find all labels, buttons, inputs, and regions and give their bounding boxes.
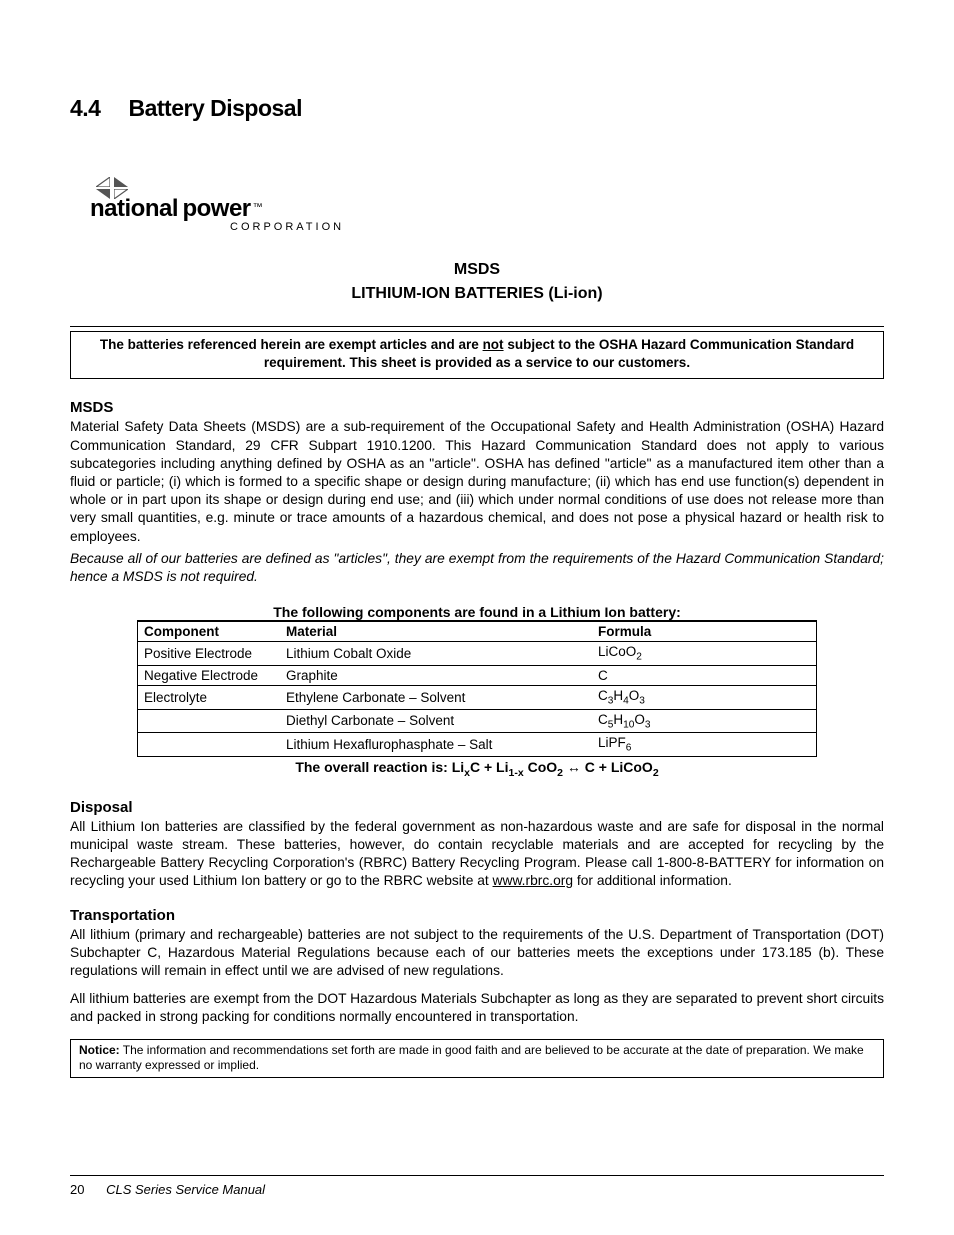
- section-number: 4.4: [70, 95, 100, 122]
- table-row: ElectrolyteEthylene Carbonate – SolventC…: [138, 685, 817, 709]
- msds-heading: MSDS: [70, 399, 884, 416]
- cell-component: [138, 709, 281, 733]
- cell-material: Lithium Hexaflurophasphate – Salt: [280, 733, 592, 757]
- page-number: 20: [70, 1182, 84, 1197]
- cell-formula: C3H4O3: [592, 685, 817, 709]
- cell-component: Electrolyte: [138, 685, 281, 709]
- cell-component: Negative Electrode: [138, 665, 281, 685]
- cell-component: Positive Electrode: [138, 642, 281, 666]
- table-row: Negative ElectrodeGraphiteC: [138, 665, 817, 685]
- footer-title: CLS Series Service Manual: [106, 1182, 265, 1197]
- exemption-notice: The batteries referenced herein are exem…: [70, 331, 884, 379]
- disposal-text-post: for additional information.: [573, 873, 732, 888]
- doc-title-line1: MSDS: [70, 258, 884, 282]
- document-page: 4.4 Battery Disposal national power™ CORP…: [0, 0, 954, 1235]
- transportation-p2: All lithium batteries are exempt from th…: [70, 990, 884, 1026]
- cell-formula: LiCoO2: [592, 642, 817, 666]
- divider: [70, 326, 884, 327]
- logo-name-bold: national: [90, 195, 178, 222]
- page-footer: 20 CLS Series Service Manual: [70, 1175, 884, 1197]
- cell-material: Lithium Cobalt Oxide: [280, 642, 592, 666]
- section-heading: 4.4 Battery Disposal: [70, 95, 884, 122]
- col-header-component: Component: [138, 621, 281, 642]
- cell-formula: C5H10O3: [592, 709, 817, 733]
- col-header-material: Material: [280, 621, 592, 642]
- section-title: Battery Disposal: [128, 95, 302, 121]
- components-table-caption: The following components are found in a …: [70, 604, 884, 620]
- logo-subtitle: CORPORATION: [230, 221, 884, 233]
- disclaimer-notice: Notice: The information and recommendati…: [70, 1039, 884, 1078]
- components-table: Component Material Formula Positive Elec…: [137, 620, 817, 757]
- disclaimer-text: The information and recommendations set …: [79, 1043, 864, 1073]
- doc-title-line2: LITHIUM-ION BATTERIES (Li-ion): [70, 282, 884, 306]
- disposal-body: All Lithium Ion batteries are classified…: [70, 818, 884, 891]
- disposal-text-pre: All Lithium Ion batteries are classified…: [70, 819, 884, 889]
- company-logo: national power™ CORPORATION: [90, 177, 884, 233]
- disclaimer-label: Notice:: [79, 1043, 120, 1057]
- document-title: MSDS LITHIUM-ION BATTERIES (Li-ion): [70, 258, 884, 306]
- cell-formula: LiPF6: [592, 733, 817, 757]
- msds-body: Material Safety Data Sheets (MSDS) are a…: [70, 418, 884, 545]
- table-row: Positive ElectrodeLithium Cobalt OxideLi…: [138, 642, 817, 666]
- rbrc-link[interactable]: www.rbrc.org: [493, 873, 574, 888]
- msds-italic-note: Because all of our batteries are defined…: [70, 550, 884, 586]
- cell-material: Diethyl Carbonate – Solvent: [280, 709, 592, 733]
- table-row: Lithium Hexaflurophasphate – SaltLiPF6: [138, 733, 817, 757]
- cell-material: Ethylene Carbonate – Solvent: [280, 685, 592, 709]
- transportation-heading: Transportation: [70, 907, 884, 924]
- col-header-formula: Formula: [592, 621, 817, 642]
- disposal-heading: Disposal: [70, 799, 884, 816]
- transportation-p1: All lithium (primary and rechargeable) b…: [70, 926, 884, 981]
- cell-material: Graphite: [280, 665, 592, 685]
- cell-component: [138, 733, 281, 757]
- cell-formula: C: [592, 665, 817, 685]
- logo-name-light: power: [182, 195, 250, 222]
- table-row: Diethyl Carbonate – SolventC5H10O3: [138, 709, 817, 733]
- logo-trademark: ™: [253, 202, 263, 213]
- notice-underlined: not: [483, 337, 504, 352]
- notice-pre: The batteries referenced herein are exem…: [100, 337, 483, 352]
- table-header-row: Component Material Formula: [138, 621, 817, 642]
- reaction-equation: The overall reaction is: LixC + Li1-x Co…: [70, 759, 884, 779]
